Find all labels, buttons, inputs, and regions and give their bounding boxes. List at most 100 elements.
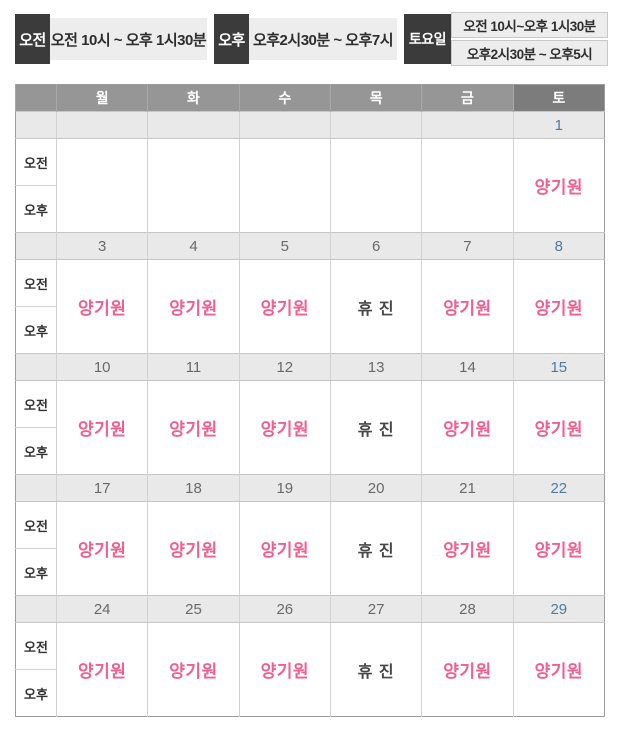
- date-cell: 28: [421, 595, 514, 623]
- schedule-cell-doctor: 양기원: [55, 622, 148, 717]
- schedule-cell-doctor: 양기원: [512, 138, 605, 233]
- header-sat: 토: [512, 84, 605, 112]
- header-mon: 월: [55, 84, 148, 112]
- week-block-2: 3 4 5 6 7 8 오전 양기원 양기원 양기원 휴 진 양기원 양기원 오후: [15, 232, 605, 354]
- corner-header-cell: [15, 84, 57, 112]
- schedule-cell-doctor: 양기원: [147, 380, 240, 475]
- morning-row: 오전 양기원 양기원 양기원 휴 진 양기원 양기원: [15, 622, 605, 717]
- morning-row-label: 오전: [15, 380, 57, 428]
- morning-row-label: 오전: [15, 259, 57, 307]
- afternoon-row-label: 오후: [15, 548, 57, 596]
- schedule-cell-doctor: 양기원: [238, 501, 331, 596]
- date-row: 1: [15, 111, 605, 139]
- afternoon-row: 오후: [15, 185, 605, 233]
- schedule-cell-doctor: 양기원: [512, 259, 605, 354]
- afternoon-row: 오후: [15, 427, 605, 475]
- date-cell: [238, 111, 331, 139]
- afternoon-row: 오후: [15, 306, 605, 354]
- week-block-1: 1 오전 양기원 오후: [15, 111, 605, 233]
- schedule-cell-doctor: 양기원: [421, 501, 514, 596]
- date-cell: 21: [421, 474, 514, 502]
- header-fri: 금: [421, 84, 514, 112]
- date-row-label-cell: [15, 353, 57, 381]
- date-cell: 7: [421, 232, 514, 260]
- saturday-am-hours: 오전 10시~오후 1시30분: [451, 12, 608, 38]
- saturday-pm-hours: 오후2시30분 ~ 오후5시: [451, 40, 608, 66]
- date-cell: 11: [147, 353, 240, 381]
- date-cell: 25: [147, 595, 240, 623]
- date-row: 10 11 12 13 14 15: [15, 353, 605, 381]
- date-cell: 14: [421, 353, 514, 381]
- afternoon-row: 오후: [15, 669, 605, 717]
- afternoon-row-label: 오후: [15, 427, 57, 475]
- date-cell-saturday: 1: [512, 111, 605, 139]
- schedule-calendar: 월 화 수 목 금 토 1 오전 양기원 오후 3 4 5 6 7 8 오전 양기원 양기원 양기원 휴 진…: [15, 84, 605, 717]
- schedule-cell-doctor: 양기원: [512, 501, 605, 596]
- header-wed: 수: [238, 84, 331, 112]
- afternoon-row: 오후: [15, 548, 605, 596]
- date-cell-saturday: 8: [512, 232, 605, 260]
- date-cell: 10: [55, 353, 148, 381]
- date-cell: 12: [238, 353, 331, 381]
- schedule-cell-empty: [55, 138, 148, 233]
- am-hours: 오전 10시 ~ 오후 1시30분: [50, 18, 207, 60]
- schedule-cell-doctor: 양기원: [512, 622, 605, 717]
- schedule-cell-doctor: 양기원: [238, 380, 331, 475]
- schedule-cell-doctor: 양기원: [55, 380, 148, 475]
- pm-tag: 오후: [214, 14, 249, 64]
- am-tag: 오전: [15, 14, 50, 64]
- date-cell: 19: [238, 474, 331, 502]
- date-row-label-cell: [15, 595, 57, 623]
- schedule-cell-doctor: 양기원: [147, 501, 240, 596]
- date-row-label-cell: [15, 111, 57, 139]
- schedule-cell-empty: [147, 138, 240, 233]
- schedule-cell-doctor: 양기원: [238, 622, 331, 717]
- date-row: 24 25 26 27 28 29: [15, 595, 605, 623]
- date-cell: 13: [329, 353, 422, 381]
- date-cell: 26: [238, 595, 331, 623]
- schedule-cell-closed: 휴 진: [329, 501, 422, 596]
- date-row: 17 18 19 20 21 22: [15, 474, 605, 502]
- schedule-cell-empty: [421, 138, 514, 233]
- afternoon-row-label: 오후: [15, 185, 57, 233]
- date-cell: [55, 111, 148, 139]
- pm-hours: 오후2시30분 ~ 오후7시: [249, 18, 397, 60]
- date-cell: [329, 111, 422, 139]
- schedule-cell-empty: [329, 138, 422, 233]
- afternoon-row-label: 오후: [15, 306, 57, 354]
- saturday-hours: 오전 10시~오후 1시30분 오후2시30분 ~ 오후5시: [451, 12, 608, 66]
- date-cell-saturday: 15: [512, 353, 605, 381]
- clinic-hours-legend: 오전 오전 10시 ~ 오후 1시30분 오후 오후2시30분 ~ 오후7시 토…: [15, 10, 608, 68]
- week-block-4: 17 18 19 20 21 22 오전 양기원 양기원 양기원 휴 진 양기원 양기원 오후: [15, 474, 605, 596]
- schedule-cell-doctor: 양기원: [421, 622, 514, 717]
- date-cell-saturday: 29: [512, 595, 605, 623]
- date-cell: 24: [55, 595, 148, 623]
- date-cell: [147, 111, 240, 139]
- schedule-cell-empty: [238, 138, 331, 233]
- weekday-header-row: 월 화 수 목 금 토: [15, 84, 605, 112]
- header-thu: 목: [329, 84, 422, 112]
- date-cell: 6: [329, 232, 422, 260]
- morning-row: 오전 양기원: [15, 138, 605, 233]
- schedule-cell-doctor: 양기원: [238, 259, 331, 354]
- schedule-cell-closed: 휴 진: [329, 380, 422, 475]
- schedule-cell-closed: 휴 진: [329, 259, 422, 354]
- date-cell: 18: [147, 474, 240, 502]
- week-block-5: 24 25 26 27 28 29 오전 양기원 양기원 양기원 휴 진 양기원 양기원 오후: [15, 595, 605, 717]
- schedule-cell-closed: 휴 진: [329, 622, 422, 717]
- date-row-label-cell: [15, 232, 57, 260]
- schedule-cell-doctor: 양기원: [55, 501, 148, 596]
- date-cell-saturday: 22: [512, 474, 605, 502]
- morning-row: 오전 양기원 양기원 양기원 휴 진 양기원 양기원: [15, 259, 605, 354]
- morning-row: 오전 양기원 양기원 양기원 휴 진 양기원 양기원: [15, 501, 605, 596]
- schedule-cell-doctor: 양기원: [55, 259, 148, 354]
- morning-row-label: 오전: [15, 138, 57, 186]
- date-cell: 27: [329, 595, 422, 623]
- week-block-3: 10 11 12 13 14 15 오전 양기원 양기원 양기원 휴 진 양기원 양기원 오후: [15, 353, 605, 475]
- afternoon-row-label: 오후: [15, 669, 57, 717]
- schedule-cell-doctor: 양기원: [421, 380, 514, 475]
- date-cell: 4: [147, 232, 240, 260]
- schedule-cell-doctor: 양기원: [421, 259, 514, 354]
- date-cell: 5: [238, 232, 331, 260]
